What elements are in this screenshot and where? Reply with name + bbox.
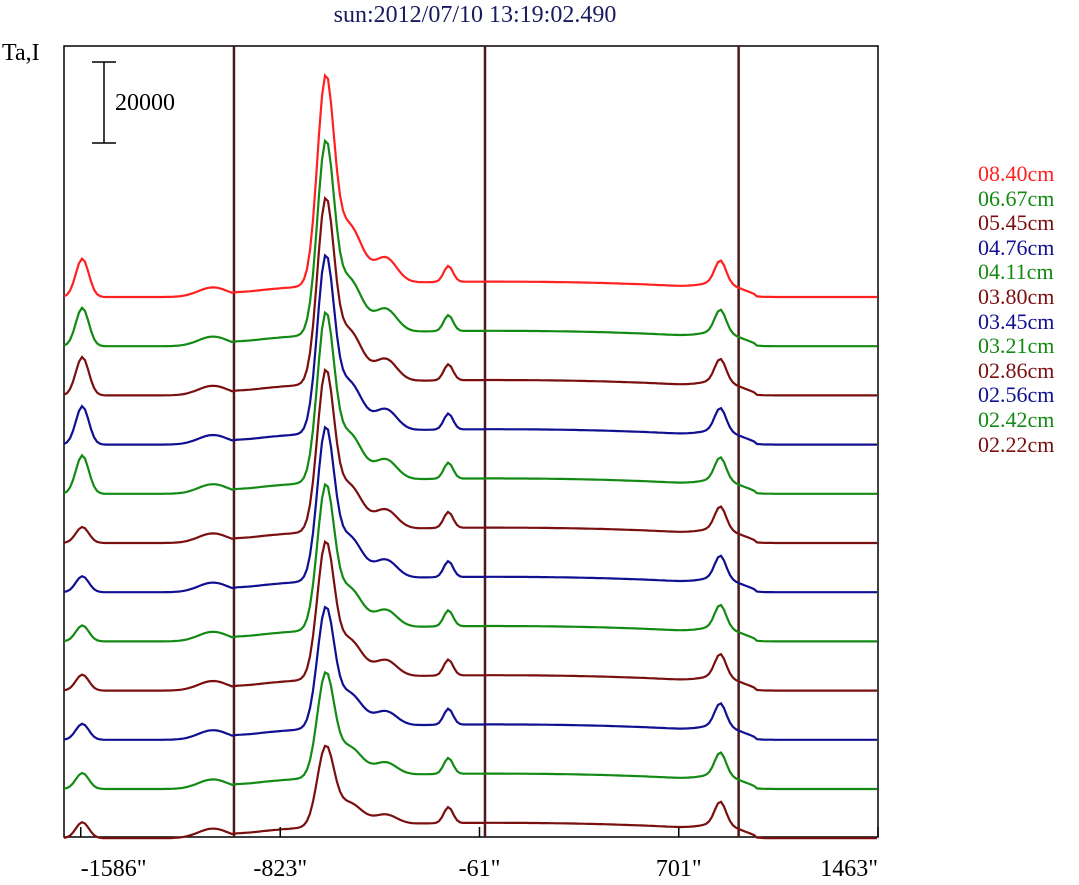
x-tick-label: 701"	[656, 856, 702, 882]
series-line-02-86cm	[63, 539, 877, 692]
x-tick-label: -1586"	[81, 856, 147, 882]
chart-title: sun:2012/07/10 13:19:02.490	[333, 2, 617, 28]
legend-item: 02.86cm	[978, 357, 1055, 383]
legend-item: 04.76cm	[978, 234, 1055, 260]
series-line-08-40cm	[63, 73, 877, 299]
series-line-04-11cm	[63, 310, 877, 495]
legend-item: 02.42cm	[978, 406, 1055, 432]
legend-item: 06.67cm	[978, 185, 1055, 211]
series-line-06-67cm	[63, 138, 877, 348]
plot-frame	[63, 45, 879, 838]
series-line-05-45cm	[63, 195, 877, 397]
series-line-03-21cm	[63, 482, 877, 643]
series-line-02-56cm	[63, 605, 877, 741]
x-tick-label: -61"	[459, 856, 501, 882]
x-tick-label: 1463"	[820, 856, 878, 882]
legend-item: 03.45cm	[978, 308, 1055, 334]
x-tick-label: -823"	[253, 856, 307, 882]
legend-item: 02.56cm	[978, 382, 1055, 408]
series-line-03-80cm	[63, 367, 877, 545]
legend-item: 04.11cm	[978, 259, 1054, 285]
series-line-02-22cm	[63, 744, 877, 840]
legend-item: 03.21cm	[978, 333, 1055, 359]
legend-item: 03.80cm	[978, 283, 1055, 309]
scale-bar-label: 20000	[115, 90, 175, 116]
y-axis-label: Ta,I	[2, 40, 40, 66]
legend-item: 02.22cm	[978, 431, 1055, 457]
series-line-04-76cm	[63, 253, 877, 446]
series-line-03-45cm	[63, 425, 877, 594]
legend: 08.40cm 06.67cm 05.45cm 04.76cm 04.11cm 03.80…	[978, 161, 1079, 457]
legend-item: 05.45cm	[978, 210, 1055, 236]
legend-item: 08.40cm	[978, 161, 1055, 186]
series-line-02-42cm	[63, 670, 877, 791]
